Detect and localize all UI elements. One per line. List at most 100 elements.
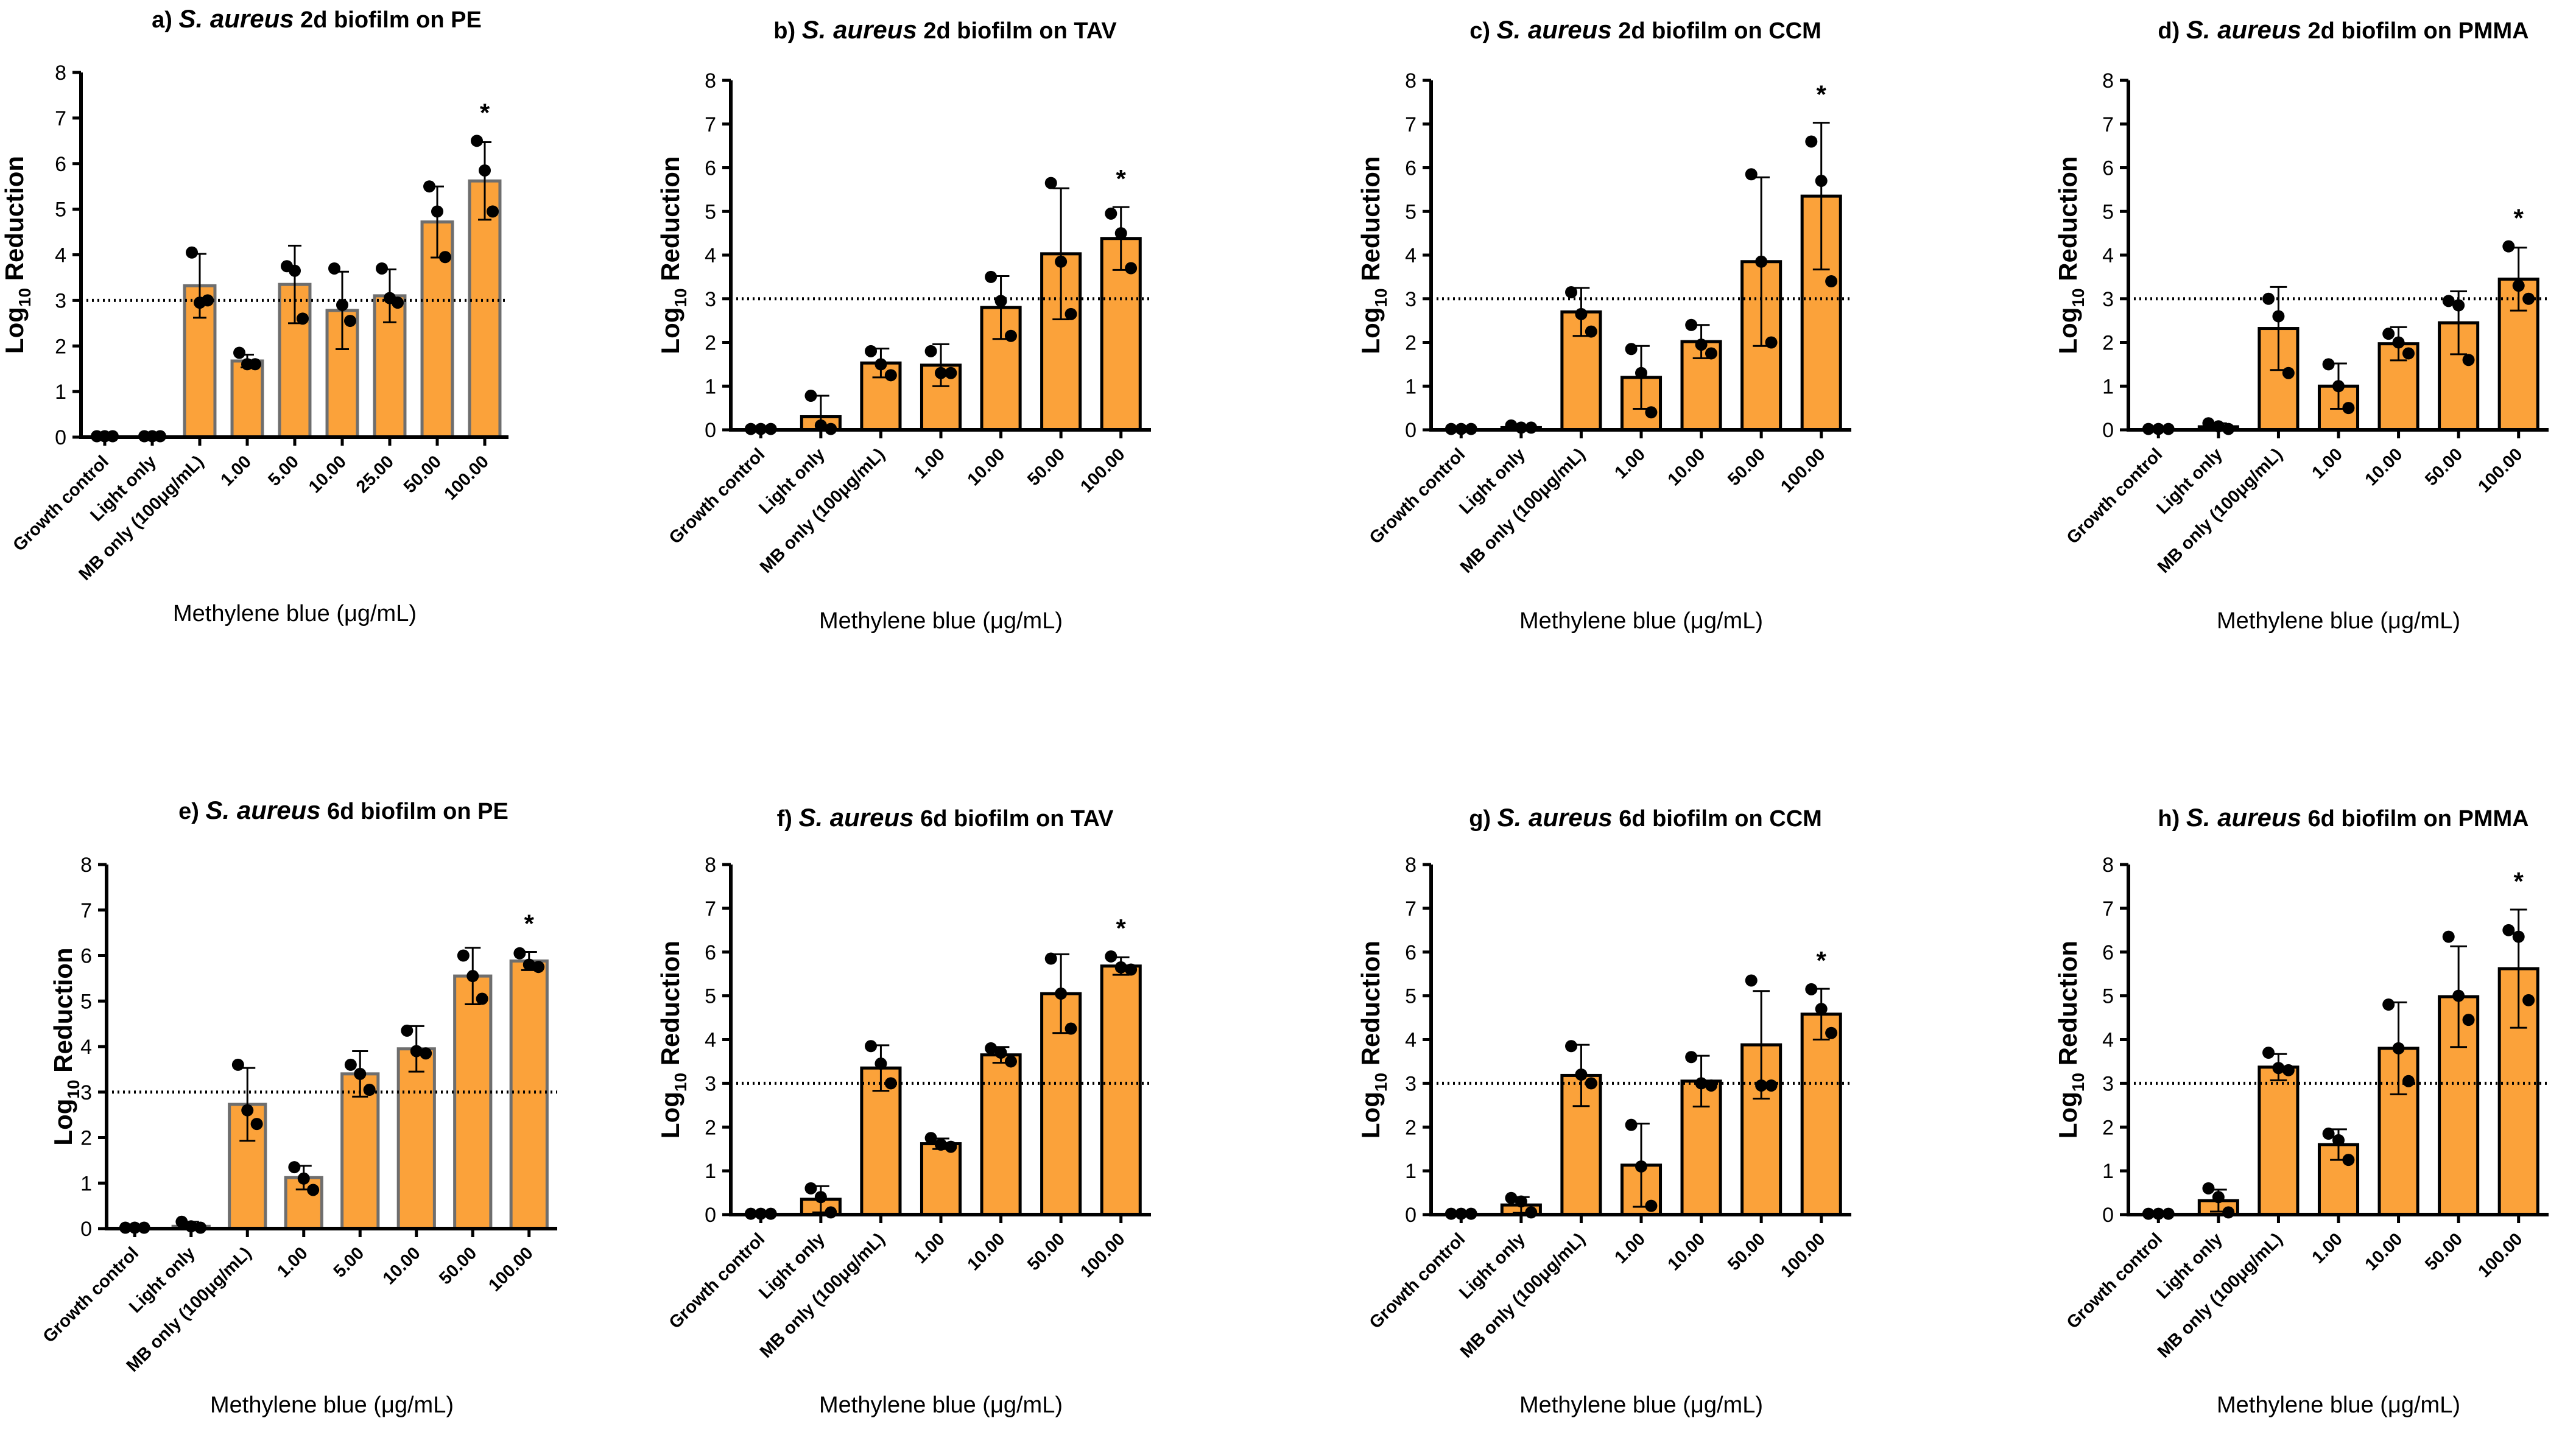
x-category-label: 10.00	[964, 444, 1009, 489]
y-tick-label: 4	[55, 244, 66, 267]
chart-title-species: S. aureus	[1497, 803, 1613, 832]
x-category-label: 100.00	[485, 1243, 537, 1295]
bar	[1100, 964, 1142, 1216]
y-tick-label: 1	[2102, 1160, 2114, 1183]
data-point	[2502, 240, 2515, 253]
data-point	[2522, 994, 2535, 1006]
y-tick-label: 0	[2102, 1204, 2114, 1227]
data-point	[343, 315, 356, 328]
data-point	[2332, 380, 2345, 393]
data-point	[1645, 406, 1658, 419]
data-point	[2342, 1154, 2355, 1167]
data-point	[233, 346, 246, 359]
data-point	[423, 180, 436, 193]
data-point	[2332, 1134, 2345, 1146]
data-point	[1585, 325, 1597, 338]
chart-title: g) S. aureus 6d biofilm on CCM	[1469, 803, 1822, 832]
x-category-label: 50.00	[435, 1243, 480, 1288]
data-point	[985, 1042, 998, 1054]
data-point	[804, 390, 817, 402]
data-point	[1635, 1160, 1647, 1173]
data-point	[391, 296, 404, 309]
y-tick-label: 8	[1405, 854, 1416, 877]
y-tick-label: 2	[1405, 332, 1416, 355]
chart-title: d) S. aureus 2d biofilm on PMMA	[2158, 15, 2528, 44]
y-tick-label: 8	[705, 69, 716, 93]
data-point	[241, 1104, 254, 1117]
data-point	[420, 1047, 432, 1060]
data-point	[825, 1206, 837, 1219]
y-tick-label: 0	[1405, 419, 1416, 442]
data-point	[2392, 1042, 2405, 1054]
data-point	[994, 1047, 1007, 1059]
x-category-label: 10.00	[1664, 1229, 1709, 1274]
x-category-label: 100.00	[1077, 444, 1128, 496]
data-point	[523, 958, 535, 971]
data-point	[2342, 402, 2355, 415]
x-category-label: 50.00	[2421, 444, 2466, 489]
y-axis-label-main: Log	[2053, 1092, 2082, 1139]
data-point	[2402, 347, 2415, 360]
x-axis-label: Methylene blue (μg/mL)	[819, 1392, 1063, 1418]
data-point	[457, 949, 470, 962]
data-point	[935, 367, 947, 379]
data-point	[1705, 1079, 1717, 1092]
y-tick-label: 5	[705, 985, 716, 1008]
data-point	[2272, 310, 2285, 323]
y-axis-label-main: Log	[656, 1092, 684, 1139]
x-axis-label: Methylene blue (μg/mL)	[819, 608, 1063, 634]
data-point	[401, 1024, 413, 1037]
y-tick-label: 3	[80, 1081, 92, 1104]
data-point	[1755, 255, 1768, 268]
data-point	[1004, 1055, 1017, 1068]
y-tick-label: 3	[2102, 288, 2114, 311]
x-axis-label: Methylene blue (μg/mL)	[2217, 608, 2460, 634]
y-axis-label-sub: 10	[64, 1079, 83, 1098]
x-category-label: 50.00	[1024, 444, 1069, 489]
y-tick-label: 6	[705, 157, 716, 180]
chart-title-rest: 6d biofilm on PMMA	[2301, 806, 2529, 832]
y-axis-label: Log10 Reduction	[0, 156, 34, 354]
y-tick-label: 6	[705, 941, 716, 964]
y-tick-label: 5	[1405, 200, 1416, 223]
data-point	[2382, 998, 2395, 1011]
chart-title-species: S. aureus	[798, 803, 913, 832]
y-tick-label: 0	[1405, 1204, 1416, 1227]
chart-title-label: h)	[2158, 806, 2186, 832]
y-tick-label: 4	[80, 1036, 92, 1059]
significance-marker: *	[1116, 164, 1127, 193]
x-category-label: Growth control	[1366, 444, 1469, 548]
x-category-label: Growth control	[2063, 444, 2167, 548]
chart-title-species: S. aureus	[206, 796, 321, 824]
data-point	[924, 1132, 937, 1145]
x-category-label: Growth control	[2063, 1229, 2167, 1333]
chart-title-species: S. aureus	[2186, 803, 2301, 832]
data-point	[1125, 262, 1138, 275]
bar	[396, 1047, 436, 1230]
data-point	[336, 298, 348, 311]
data-point	[1055, 988, 1068, 1000]
x-category-label: 1.00	[2308, 444, 2346, 483]
x-category-label: 100.00	[1777, 1229, 1829, 1281]
chart-title-label: e)	[178, 799, 205, 824]
y-tick-label: 1	[2102, 375, 2114, 398]
data-point	[865, 345, 878, 357]
x-category-label: 50.00	[1024, 1229, 1069, 1274]
data-point	[479, 164, 491, 177]
chart-title: e) S. aureus 6d biofilm on PE	[178, 796, 509, 824]
data-point	[1044, 177, 1057, 189]
y-tick-label: 8	[80, 854, 92, 877]
data-point	[1825, 275, 1838, 288]
data-point	[2322, 1128, 2335, 1140]
data-point	[875, 1058, 887, 1070]
y-axis-label-rest: Reduction	[0, 156, 29, 288]
chart-title-species: S. aureus	[179, 4, 294, 33]
chart-title-species: S. aureus	[802, 15, 917, 44]
y-axis-label-main: Log	[2053, 307, 2082, 354]
x-category-label: 1.00	[2308, 1229, 2346, 1268]
data-point	[2502, 924, 2515, 936]
data-point	[1815, 1003, 1828, 1016]
data-point	[2452, 299, 2465, 312]
data-point	[2442, 295, 2455, 307]
data-point	[376, 262, 389, 275]
